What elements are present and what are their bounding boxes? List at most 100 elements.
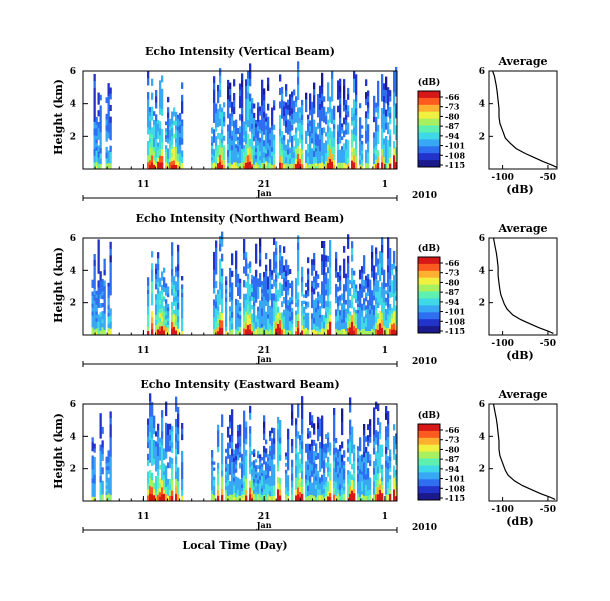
heatmap-cell <box>257 278 260 283</box>
heatmap-cell <box>337 469 340 474</box>
heatmap-cell <box>321 281 324 289</box>
heatmap-cell <box>93 148 96 156</box>
heatmap-cell <box>259 273 262 281</box>
heatmap-cell <box>169 147 172 152</box>
heatmap-cell <box>297 306 300 314</box>
heatmap-cell <box>241 490 244 495</box>
heatmap-cell <box>277 446 280 454</box>
heatmap-cell <box>221 164 224 170</box>
heatmap-cell <box>307 160 310 166</box>
heatmap-cell <box>389 95 392 102</box>
heatmap-cell <box>169 434 172 441</box>
heatmap-cell <box>109 456 112 463</box>
heatmap-cell <box>279 148 282 156</box>
heatmap-cell <box>161 312 164 318</box>
heatmap-cell <box>251 283 254 288</box>
heatmap-cell <box>307 127 310 132</box>
heatmap-cell <box>351 116 354 122</box>
heatmap-cell <box>217 132 220 140</box>
heatmap-cell <box>375 154 378 160</box>
heatmap-cell <box>245 111 248 118</box>
heatmap-cell <box>339 270 342 276</box>
heatmap-cell <box>359 136 362 142</box>
heatmap-cell <box>343 497 346 502</box>
heatmap-cell <box>285 259 288 266</box>
month-label: Jan <box>256 188 272 198</box>
heatmap-cell <box>283 284 286 291</box>
heatmap-cell <box>351 241 354 249</box>
heatmap-cell <box>317 300 320 305</box>
heatmap-cell <box>99 312 102 318</box>
heatmap-cell <box>279 483 282 490</box>
heatmap-cell <box>377 296 380 303</box>
heatmap-cell <box>101 323 104 328</box>
heatmap-cell <box>173 147 176 152</box>
heatmap-cell <box>151 162 154 170</box>
heatmap-cell <box>305 443 308 449</box>
heatmap-cell <box>279 448 282 455</box>
colorbar-segment <box>418 118 440 126</box>
heatmap-cell <box>309 494 312 502</box>
heatmap-cell <box>213 476 216 480</box>
heatmap-cell <box>243 131 246 136</box>
heatmap-cell <box>339 98 342 105</box>
heatmap-cell <box>99 158 102 164</box>
heatmap-cell <box>175 478 178 487</box>
heatmap-cell <box>393 106 396 114</box>
heatmap-cell <box>305 137 308 144</box>
heatmap-cell <box>147 162 150 170</box>
heatmap-cell <box>339 280 342 286</box>
heatmap-cell <box>249 439 252 447</box>
heatmap-cell <box>275 281 278 289</box>
heatmap-cell <box>309 443 312 451</box>
heatmap-cell <box>231 101 234 107</box>
heatmap-cell <box>93 478 96 484</box>
heatmap-cell <box>307 469 310 476</box>
heatmap-cell <box>255 141 258 145</box>
heatmap-cell <box>395 438 398 445</box>
heatmap-cell <box>307 459 310 465</box>
heatmap-cell <box>365 313 368 319</box>
heatmap-cell <box>271 129 274 135</box>
heatmap-cell <box>303 319 306 323</box>
heatmap-cell <box>213 102 216 110</box>
heatmap-cell <box>95 165 98 170</box>
heatmap-cell <box>341 322 344 326</box>
heatmap-cell <box>169 118 172 123</box>
heatmap-cell <box>373 285 376 291</box>
heatmap-cell <box>175 441 178 450</box>
heatmap-cell <box>229 487 232 495</box>
heatmap-cell <box>361 165 364 170</box>
heatmap-cell <box>175 325 178 331</box>
heatmap-cell <box>221 283 224 291</box>
heatmap-cell <box>181 297 184 302</box>
heatmap-cell <box>243 145 246 149</box>
heatmap-cell <box>211 493 214 498</box>
heatmap-cell <box>107 126 110 133</box>
heatmap-cell <box>101 440 104 448</box>
heatmap-cell <box>219 104 222 112</box>
heatmap-cell <box>321 494 324 502</box>
heatmap-cell <box>369 292 372 297</box>
heatmap-cell <box>97 133 100 140</box>
heatmap-cell <box>265 294 268 301</box>
heatmap-cell <box>269 445 272 452</box>
heatmap-cell <box>395 275 398 282</box>
heatmap-cell <box>161 459 164 467</box>
heatmap-cell <box>311 280 314 287</box>
heatmap-cell <box>213 135 216 143</box>
heatmap-cell <box>387 293 390 301</box>
heatmap-cell <box>263 476 266 483</box>
heatmap-cell <box>167 158 170 165</box>
heatmap-cell <box>289 94 292 100</box>
heatmap-cell <box>315 496 318 502</box>
heatmap-cell <box>161 75 164 83</box>
heatmap-cell <box>179 136 182 142</box>
heatmap-cell <box>231 288 234 295</box>
heatmap-cell <box>155 476 158 482</box>
colorbar-segment <box>418 437 440 446</box>
heatmap-cell <box>107 454 110 459</box>
heatmap-cell <box>343 258 346 266</box>
heatmap-cell <box>239 318 242 324</box>
heatmap-cell <box>377 99 380 107</box>
